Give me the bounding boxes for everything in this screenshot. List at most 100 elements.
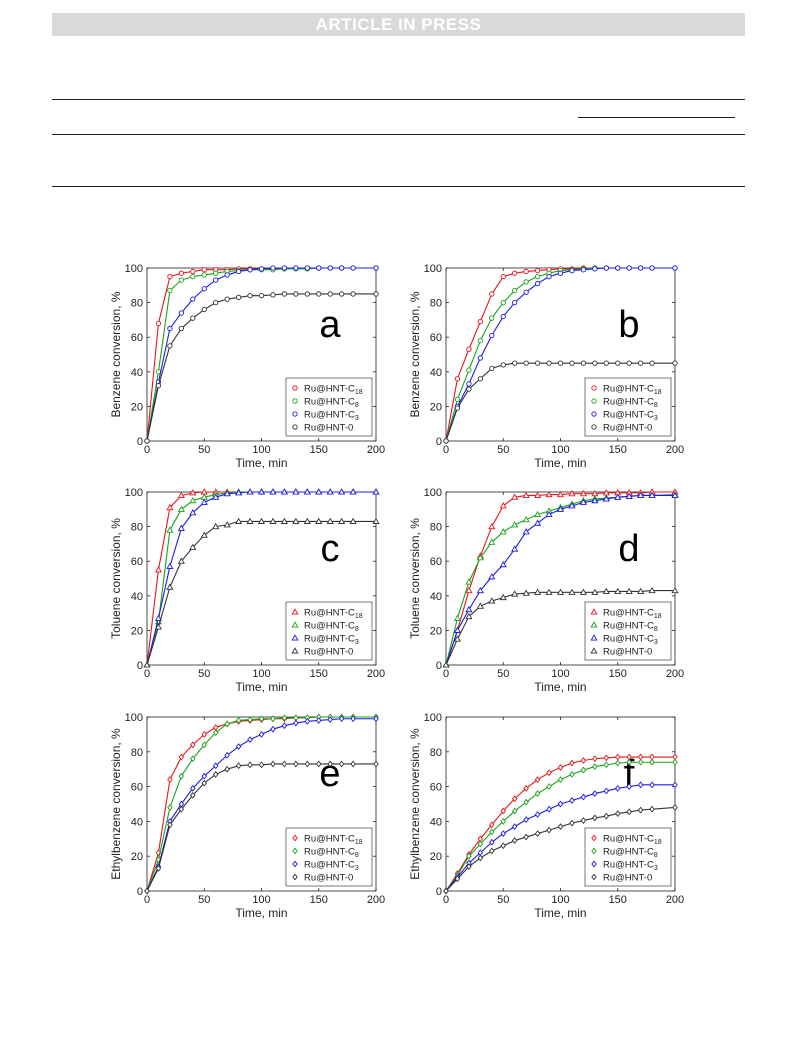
series-HNT0 bbox=[443, 360, 678, 444]
legend-marker bbox=[591, 398, 597, 404]
data-point bbox=[373, 760, 379, 768]
data-point bbox=[511, 493, 519, 500]
legend-marker bbox=[591, 847, 597, 855]
data-point bbox=[626, 265, 632, 271]
data-point bbox=[648, 491, 656, 499]
table-top-rule bbox=[52, 99, 745, 100]
data-point bbox=[178, 772, 185, 780]
data-point bbox=[154, 623, 163, 630]
table-bottom-rule bbox=[52, 186, 745, 187]
data-point bbox=[671, 586, 679, 594]
data-point bbox=[534, 519, 542, 526]
data-point bbox=[672, 265, 678, 271]
data-point bbox=[350, 715, 356, 723]
data-point bbox=[523, 268, 529, 275]
x-tick-label: 150 bbox=[310, 894, 328, 906]
y-tick-label: 80 bbox=[131, 298, 143, 310]
legend-entry: Ru@HNT-0 bbox=[304, 647, 353, 658]
data-point bbox=[465, 605, 473, 613]
data-point bbox=[500, 299, 506, 306]
data-point bbox=[648, 586, 656, 594]
panel-label: c bbox=[321, 528, 340, 570]
data-point bbox=[466, 367, 472, 373]
data-point bbox=[235, 489, 243, 496]
data-point bbox=[523, 289, 529, 295]
data-point bbox=[602, 495, 610, 502]
legend-entry: Ru@HNT-C18 bbox=[603, 608, 662, 621]
data-point bbox=[649, 805, 655, 813]
data-point bbox=[224, 765, 230, 773]
data-point bbox=[178, 325, 185, 332]
legend-box bbox=[584, 377, 672, 437]
data-point bbox=[258, 293, 265, 299]
data-point bbox=[280, 517, 288, 524]
x-tick-label: 150 bbox=[609, 444, 627, 456]
data-point bbox=[489, 838, 495, 846]
data-point bbox=[190, 741, 196, 749]
data-point bbox=[465, 612, 473, 620]
data-point bbox=[534, 267, 541, 274]
data-point bbox=[556, 588, 565, 595]
legend-entry: Ru@HNT-C8 bbox=[603, 397, 658, 410]
data-point bbox=[546, 783, 552, 791]
data-point bbox=[511, 837, 518, 844]
y-tick-label: 60 bbox=[430, 332, 442, 344]
data-point bbox=[523, 784, 529, 792]
data-point bbox=[201, 272, 207, 278]
x-tick-label: 200 bbox=[367, 444, 385, 456]
y-tick-label: 0 bbox=[436, 660, 442, 672]
data-point bbox=[326, 488, 334, 495]
data-point bbox=[269, 488, 277, 495]
data-point bbox=[523, 798, 529, 806]
data-point bbox=[350, 760, 356, 768]
y-tick-label: 80 bbox=[430, 747, 442, 759]
data-point bbox=[224, 751, 230, 759]
data-point bbox=[190, 315, 196, 321]
data-point bbox=[488, 573, 496, 580]
data-point bbox=[190, 273, 196, 280]
data-point bbox=[316, 265, 322, 271]
data-point bbox=[350, 291, 356, 297]
data-point bbox=[672, 758, 678, 766]
legend-box bbox=[584, 827, 672, 887]
data-point bbox=[511, 795, 518, 803]
data-point bbox=[592, 360, 598, 366]
x-tick-label: 50 bbox=[497, 894, 509, 906]
data-point bbox=[212, 493, 220, 500]
series-HNT0 bbox=[144, 291, 379, 444]
data-point bbox=[579, 498, 587, 505]
data-point bbox=[178, 753, 185, 761]
y-tick-label: 40 bbox=[430, 367, 442, 379]
legend-marker bbox=[292, 398, 298, 404]
y-axis-label: Toluene conversion, % bbox=[408, 518, 422, 639]
data-point bbox=[338, 488, 346, 495]
data-point bbox=[500, 842, 506, 850]
data-point bbox=[580, 793, 587, 801]
data-point bbox=[177, 491, 185, 499]
data-point bbox=[247, 761, 253, 769]
data-point bbox=[637, 491, 645, 499]
data-point bbox=[258, 730, 265, 738]
data-point bbox=[281, 291, 288, 297]
data-point bbox=[213, 299, 219, 306]
data-point bbox=[257, 517, 266, 524]
data-point bbox=[350, 265, 356, 271]
data-point bbox=[512, 299, 518, 306]
data-point bbox=[534, 811, 541, 818]
x-tick-label: 50 bbox=[198, 894, 210, 906]
x-tick-label: 50 bbox=[198, 668, 210, 680]
data-point bbox=[615, 810, 621, 817]
data-point bbox=[499, 560, 507, 568]
data-point bbox=[143, 661, 151, 668]
data-point bbox=[625, 492, 633, 499]
y-tick-label: 100 bbox=[125, 487, 143, 499]
y-tick-label: 40 bbox=[131, 816, 143, 828]
data-point bbox=[649, 758, 655, 766]
legend-box bbox=[584, 601, 672, 661]
y-tick-label: 0 bbox=[137, 886, 143, 898]
